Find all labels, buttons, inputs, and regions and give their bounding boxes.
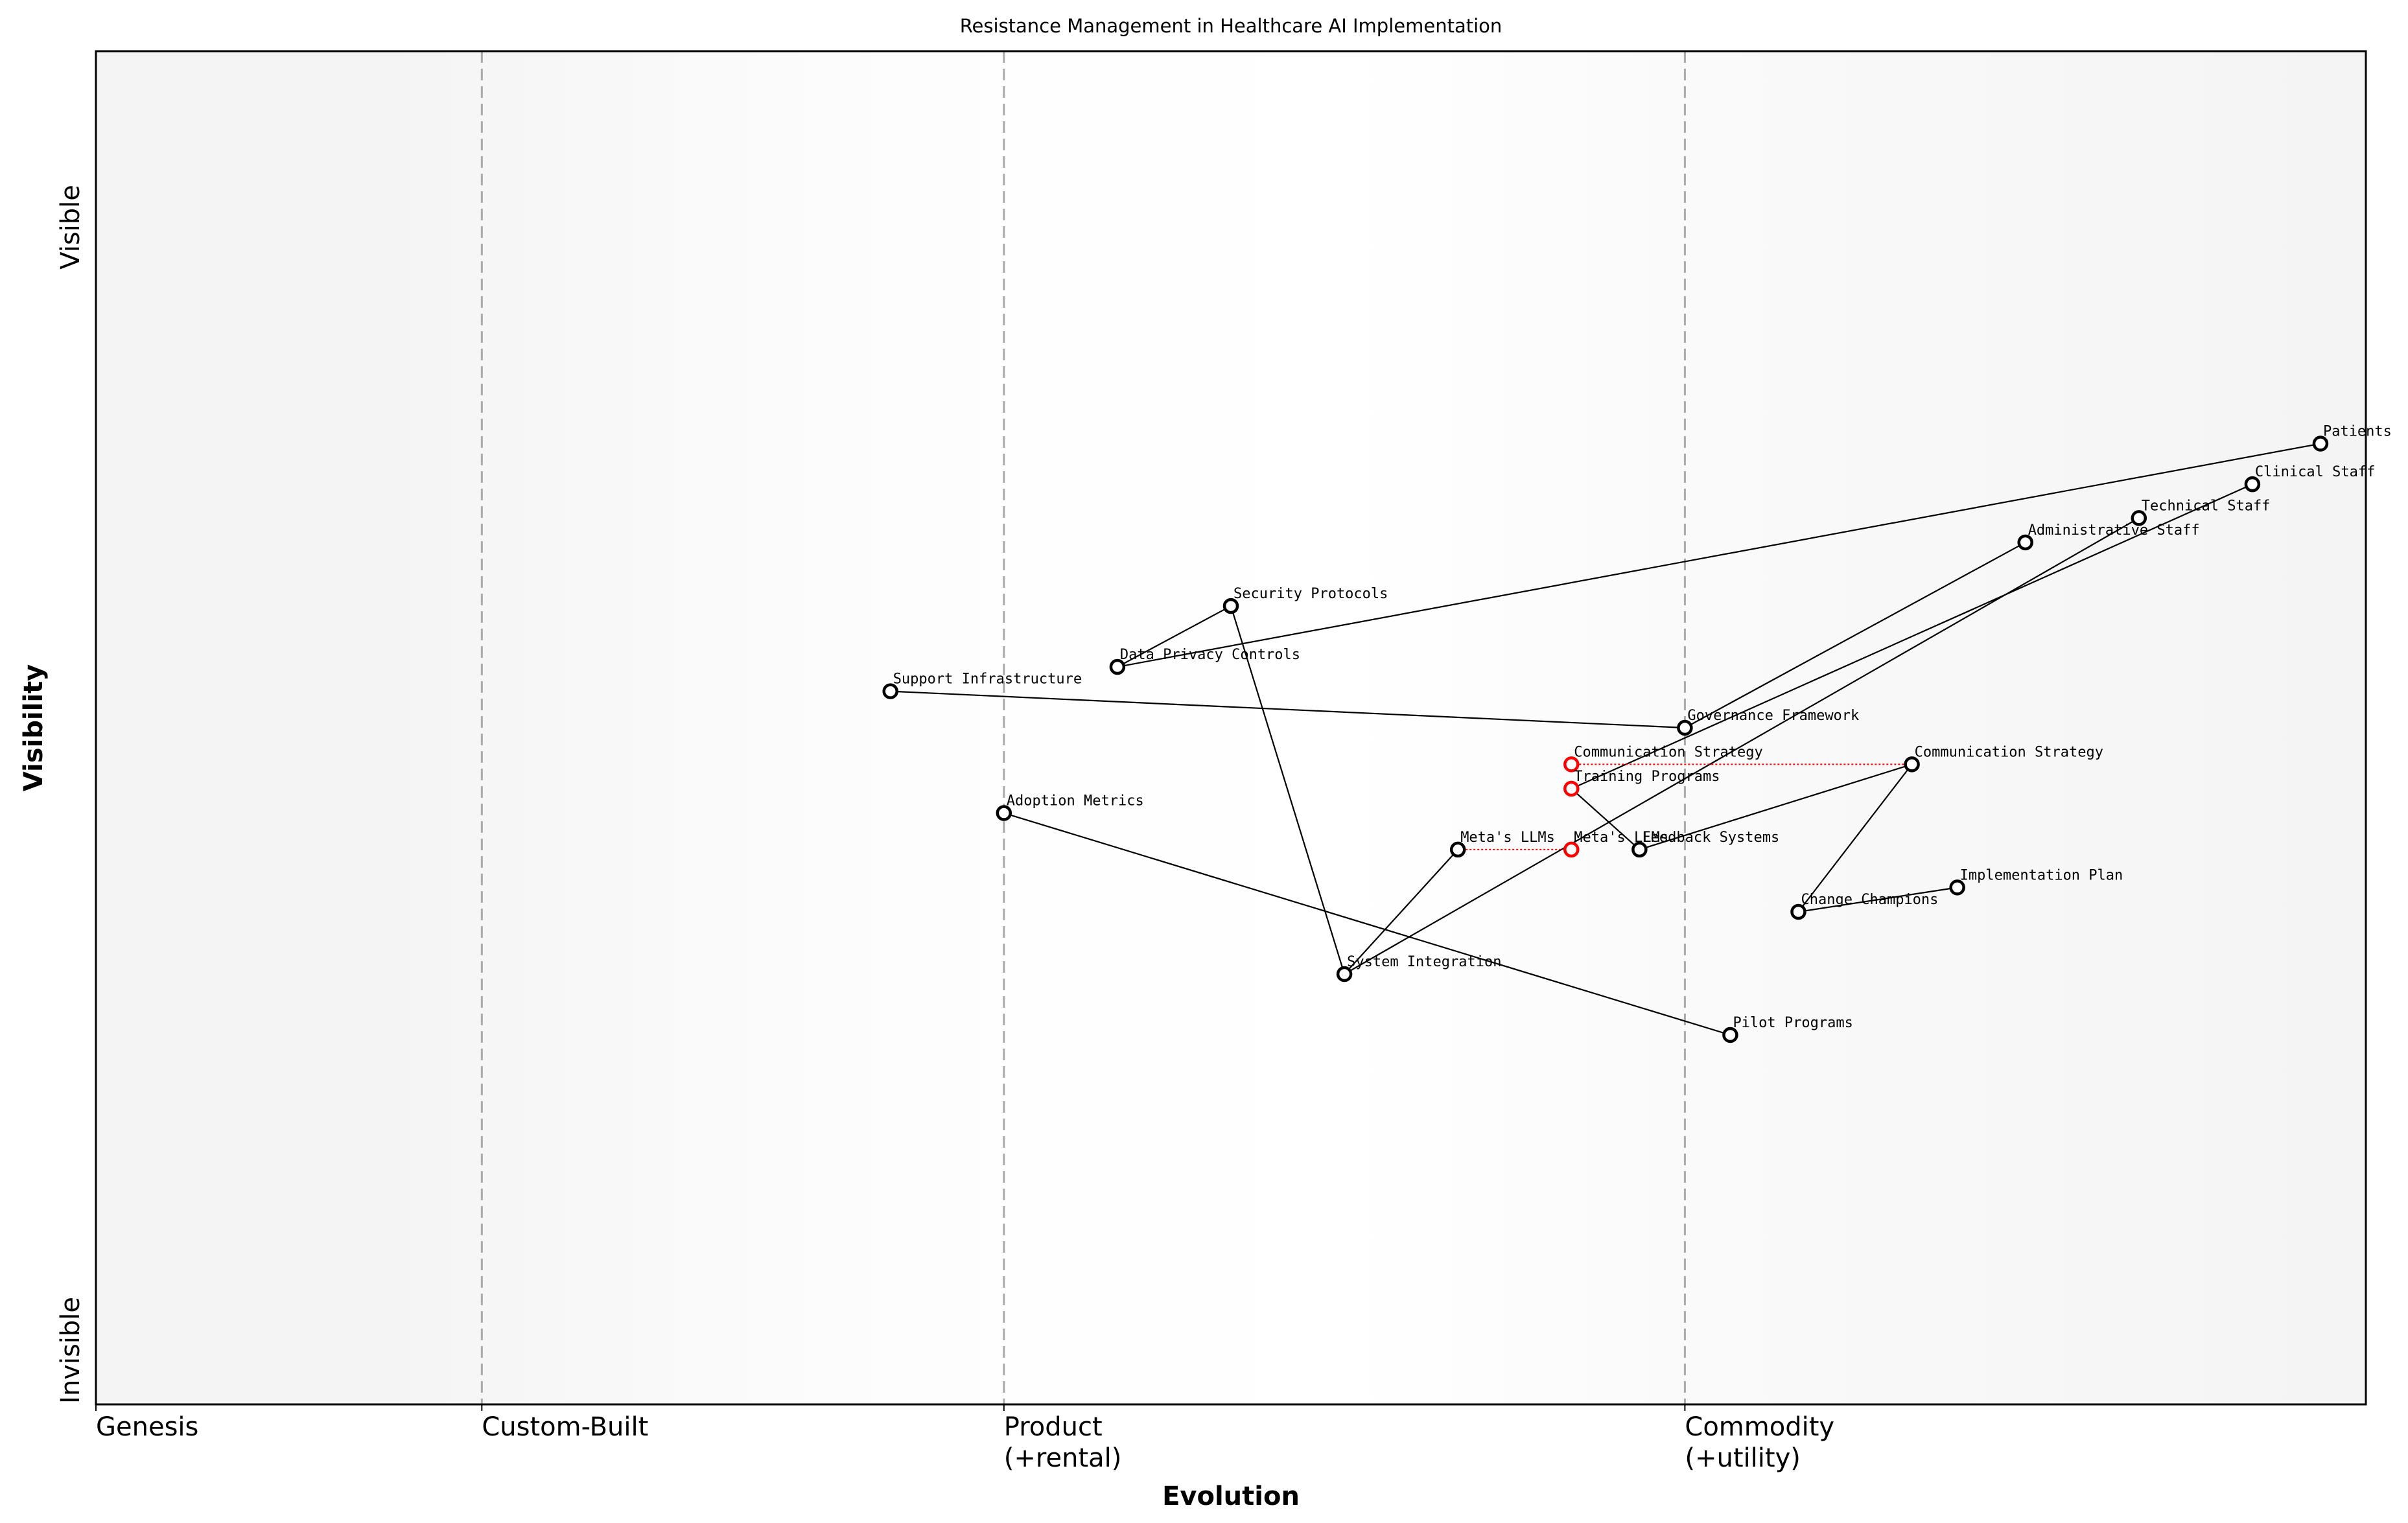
x-axis-label: Evolution	[1162, 1482, 1300, 1511]
x-stage-label: Genesis	[96, 1412, 198, 1442]
component-integration[interactable]: System Integration	[1336, 954, 1502, 982]
component-label: Support Infrastructure	[893, 671, 1082, 688]
component-label: Meta's LLMs	[1460, 830, 1555, 846]
component-marker[interactable]	[1790, 903, 1806, 920]
x-stage-label: Custom-Built	[482, 1412, 648, 1442]
component-label: Technical Staff	[2142, 498, 2271, 514]
component-pilot[interactable]: Pilot Programs	[1722, 1015, 1853, 1043]
component-champions[interactable]: Change Champions	[1790, 892, 1939, 920]
component-clinical[interactable]: Clinical Staff	[2244, 464, 2375, 493]
component-marker[interactable]	[2131, 510, 2147, 526]
dependency-link	[1117, 605, 1232, 668]
component-label: Pilot Programs	[1733, 1015, 1853, 1031]
component-marker[interactable]	[1222, 598, 1239, 614]
y-tick-labels: Invisible Visible	[56, 185, 86, 1404]
component-label: Data Privacy Controls	[1120, 647, 1300, 663]
dependency-link	[1344, 849, 1459, 975]
component-comm[interactable]: Communication Strategy	[1904, 744, 2103, 773]
component-label: Patients	[2323, 424, 2392, 440]
component-label: Implementation Plan	[1960, 867, 2123, 883]
x-stage-labels: Genesis Custom-Built Product (+rental) Commo…	[95, 1404, 1834, 1473]
component-label: Administrative Staff	[2028, 522, 2200, 539]
dependency-link	[1117, 443, 2321, 668]
plot-background	[96, 51, 2366, 1404]
component-support[interactable]: Support Infrastructure	[882, 671, 1082, 699]
component-label: Governance Framework	[1687, 708, 1859, 724]
component-label: Change Champions	[1801, 892, 1939, 908]
dependency-link	[890, 690, 1685, 729]
component-technical[interactable]: Technical Staff	[2131, 498, 2271, 526]
component-marker[interactable]	[1563, 841, 1580, 858]
component-marker[interactable]	[1336, 966, 1353, 982]
component-marker[interactable]	[882, 683, 898, 699]
component-label: Communication Strategy	[1915, 744, 2103, 760]
component-training[interactable]: Training Programs	[1563, 769, 1720, 797]
component-privacy[interactable]: Data Privacy Controls	[1109, 647, 1300, 675]
dependency-link	[1571, 788, 1641, 850]
component-label: Meta's LLMs	[1574, 830, 1668, 846]
y-axis-label: Visibility	[19, 664, 49, 791]
component-label: Clinical Staff	[2255, 464, 2375, 480]
component-patients[interactable]: Patients	[2312, 424, 2392, 452]
component-comm_red[interactable]: Communication Strategy	[1563, 744, 1763, 773]
component-marker[interactable]	[1563, 756, 1580, 773]
component-security[interactable]: Security Protocols	[1222, 586, 1388, 614]
component-label: Feedback Systems	[1642, 830, 1779, 846]
dependency-link	[1798, 887, 1958, 913]
component-feedback[interactable]: Feedback Systems	[1631, 830, 1779, 858]
component-marker[interactable]	[1563, 780, 1580, 797]
component-marker[interactable]	[1109, 658, 1126, 675]
component-marker[interactable]	[1631, 841, 1648, 858]
component-llm_red[interactable]: Meta's LLMs	[1563, 830, 1668, 858]
component-governance[interactable]: Governance Framework	[1677, 708, 1859, 736]
component-marker[interactable]	[1722, 1027, 1738, 1043]
component-label: Training Programs	[1574, 769, 1720, 785]
component-marker[interactable]	[1904, 756, 1920, 773]
components: Patients Clinical Staff Technical Staff Adm…	[882, 424, 2392, 1043]
component-marker[interactable]	[1949, 879, 1965, 896]
component-marker[interactable]	[1449, 841, 1466, 858]
dependency-link	[1230, 605, 1346, 975]
dependency-link	[1797, 763, 1913, 913]
x-stage-label: Commodity (+utility)	[1685, 1412, 1834, 1473]
dependency-link	[1571, 483, 2253, 789]
component-marker[interactable]	[1677, 719, 1693, 736]
component-adoption[interactable]: Adoption Metrics	[996, 793, 1144, 821]
component-marker[interactable]	[2312, 436, 2329, 452]
component-label: Security Protocols	[1233, 586, 1388, 602]
component-label: Adoption Metrics	[1007, 793, 1144, 809]
links	[890, 443, 2321, 1036]
component-marker[interactable]	[996, 805, 1012, 821]
component-implementation[interactable]: Implementation Plan	[1949, 867, 2123, 896]
component-label: Communication Strategy	[1574, 744, 1762, 760]
y-tick-label: Visible	[56, 185, 86, 270]
component-llm[interactable]: Meta's LLMs	[1449, 830, 1555, 858]
dependency-link	[1639, 763, 1912, 850]
dependency-link	[1684, 541, 2026, 728]
y-tick-label: Invisible	[56, 1297, 86, 1404]
component-marker[interactable]	[2244, 476, 2261, 493]
component-admin[interactable]: Administrative Staff	[2017, 522, 2200, 551]
chart-title: Resistance Management in Healthcare AI I…	[960, 15, 1502, 37]
component-marker[interactable]	[2017, 534, 2033, 551]
x-stage-label: Product (+rental)	[1004, 1412, 1122, 1473]
plot-frame	[95, 50, 2367, 1406]
component-label: System Integration	[1347, 954, 1501, 970]
dependency-link	[1003, 812, 1731, 1036]
